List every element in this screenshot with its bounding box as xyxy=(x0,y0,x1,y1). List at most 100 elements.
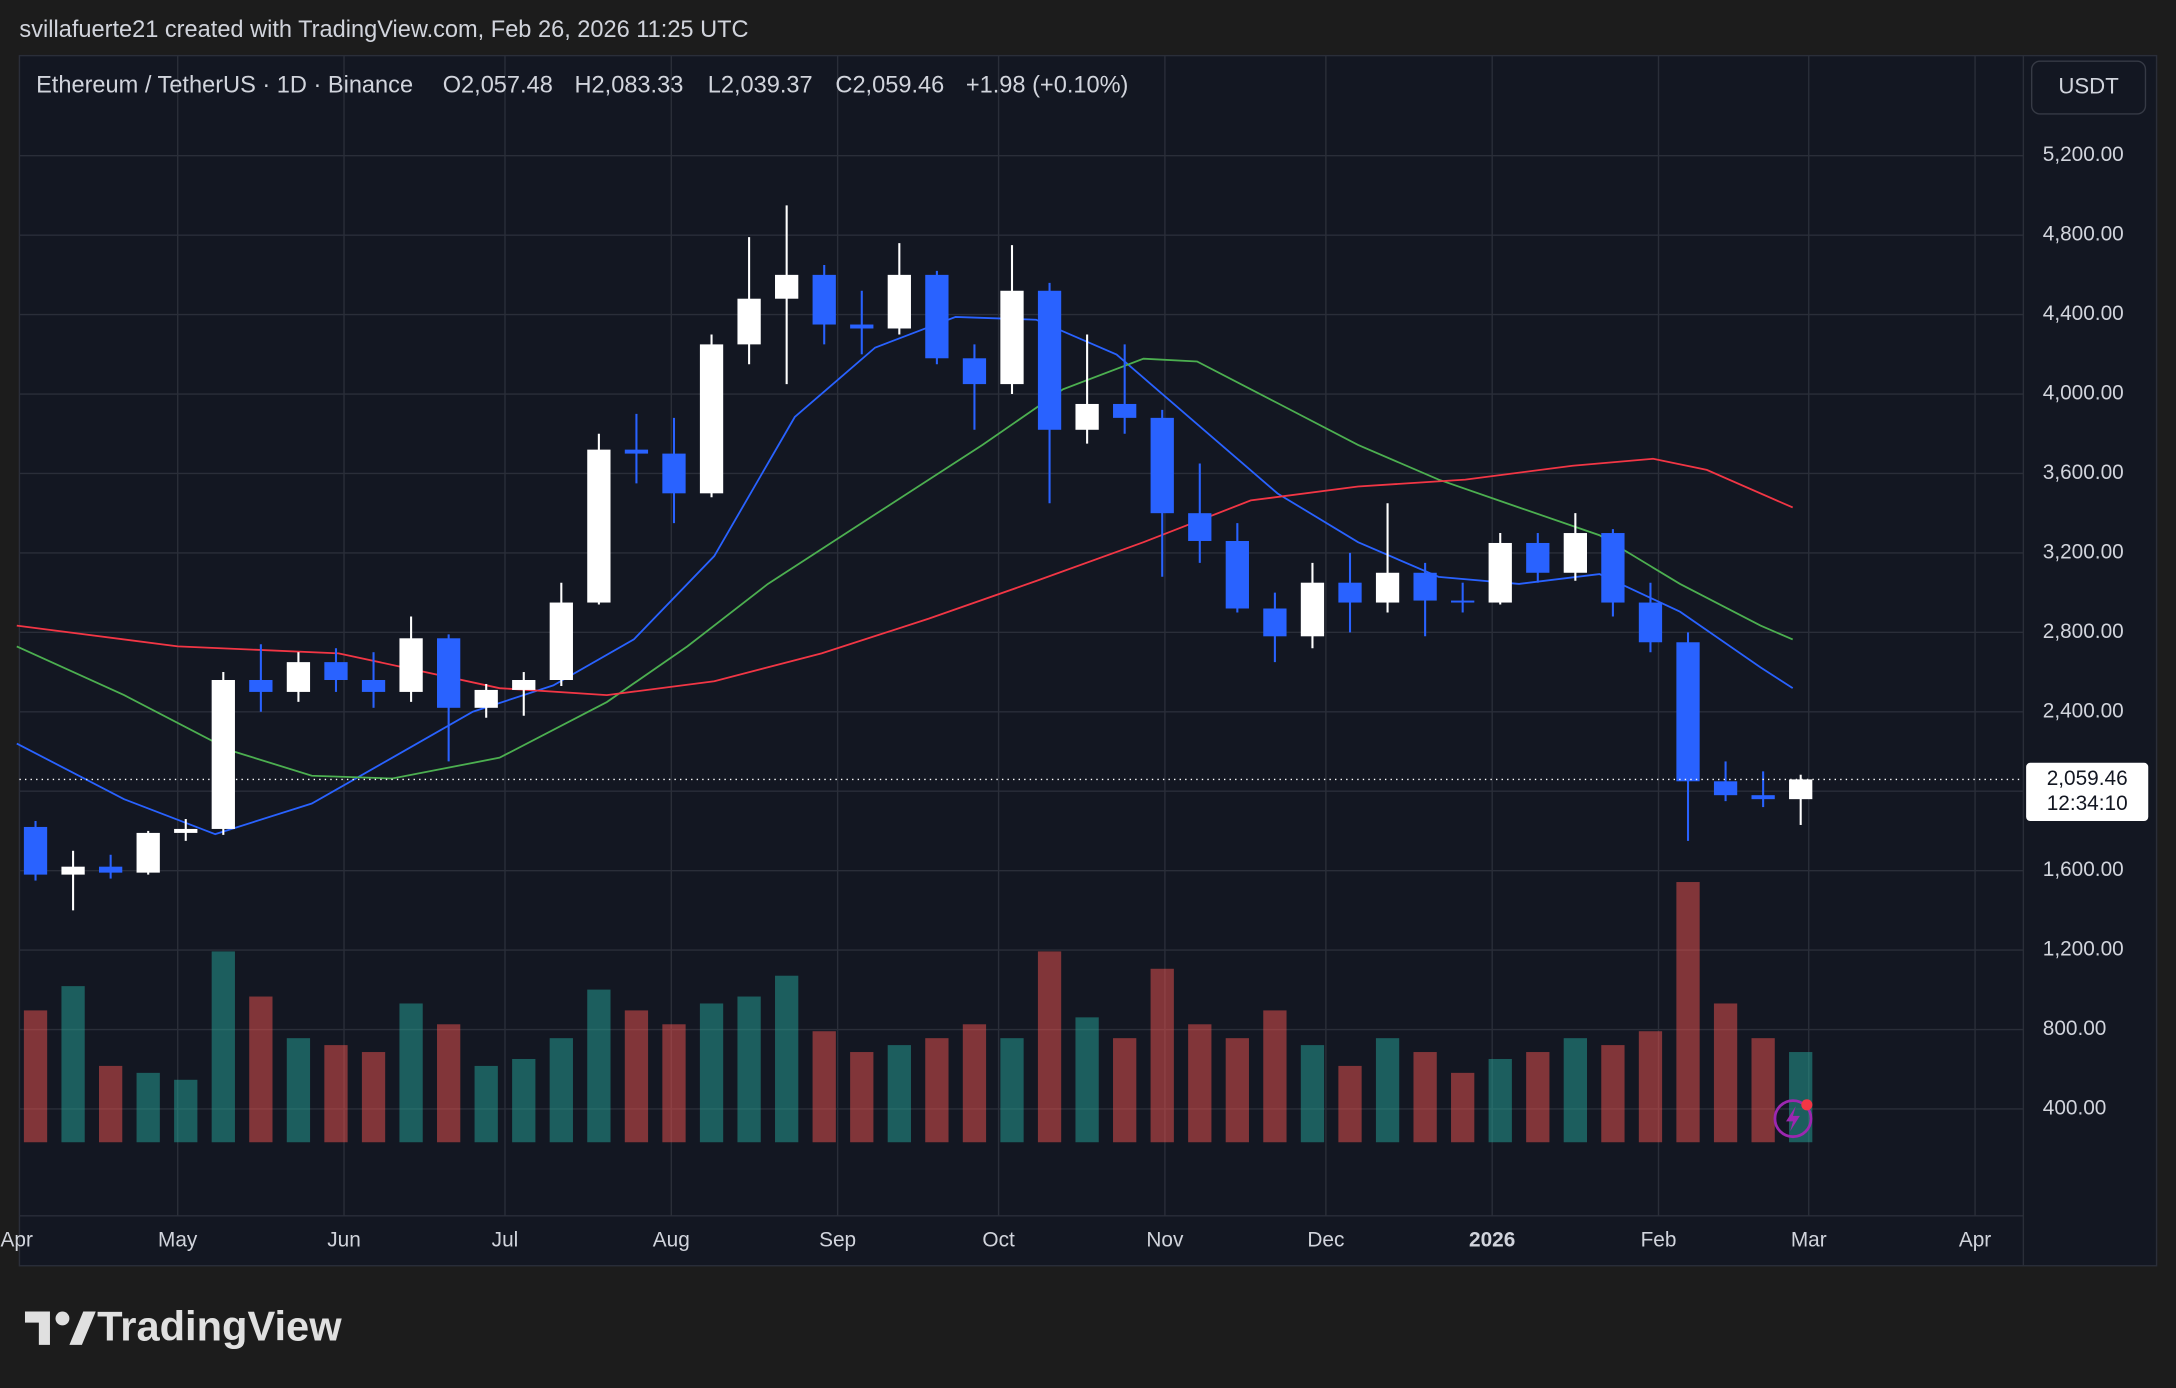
x-tick-label: Feb xyxy=(1641,1228,1677,1251)
volume-bar xyxy=(136,1072,160,1143)
volume-bar xyxy=(1225,1038,1249,1143)
candle-body xyxy=(1676,642,1700,782)
y-tick-label: 4,000.00 xyxy=(2043,382,2124,405)
volume-bar xyxy=(850,1052,874,1143)
currency-label[interactable]: USDT xyxy=(2058,73,2119,98)
candle-body xyxy=(1563,533,1587,573)
candle-body xyxy=(1713,781,1738,796)
volume-bar xyxy=(1000,1038,1024,1143)
volume-bar xyxy=(211,951,235,1143)
candle-body xyxy=(1375,572,1400,603)
x-tick-label: Mar xyxy=(1791,1228,1827,1251)
x-tick-label: Dec xyxy=(1307,1228,1344,1251)
candle-body xyxy=(249,679,273,692)
volume-layer xyxy=(23,882,1813,1143)
alert-dot[interactable] xyxy=(1801,1099,1813,1111)
countdown-label: 12:34:10 xyxy=(2047,792,2128,815)
candle-body xyxy=(136,832,160,873)
last-price-box xyxy=(2026,762,2149,822)
x-tick-label: Nov xyxy=(1146,1228,1184,1251)
volume-bar xyxy=(1188,1024,1212,1143)
brand-name: TradingView xyxy=(97,1303,342,1350)
candle-body xyxy=(324,662,348,680)
volume-bar xyxy=(1300,1045,1325,1143)
volume-bar xyxy=(1263,1010,1287,1143)
y-tick-label: 800.00 xyxy=(2043,1017,2107,1040)
volume-bar xyxy=(1638,1031,1663,1143)
candle-body xyxy=(1601,533,1625,603)
candle-body xyxy=(549,602,573,680)
candle-body xyxy=(1037,290,1062,430)
brand-logo: TradingView xyxy=(24,1303,342,1350)
moving-average-line xyxy=(16,316,1794,836)
candle-body xyxy=(1526,542,1550,573)
volume-bar xyxy=(512,1058,536,1143)
logo-mark xyxy=(24,1311,50,1345)
candle-body xyxy=(1075,403,1099,430)
volume-bar xyxy=(699,1003,724,1143)
volume-bar xyxy=(1451,1072,1475,1143)
volume-bar xyxy=(249,996,273,1143)
alert-icon[interactable] xyxy=(1773,1099,1813,1139)
volume-bar xyxy=(1113,1038,1137,1143)
volume-bar xyxy=(61,986,85,1143)
alert-bolt[interactable] xyxy=(1786,1106,1800,1132)
candle-body xyxy=(1225,540,1249,609)
candle-body xyxy=(98,866,123,873)
y-tick-label: 4,800.00 xyxy=(2043,223,2124,246)
x-tick-label: 2026 xyxy=(1469,1228,1515,1251)
candle-body xyxy=(1188,513,1212,541)
currency-button[interactable] xyxy=(2030,60,2147,115)
x-tick-label: Jul xyxy=(492,1228,519,1251)
candle-body xyxy=(286,662,311,692)
legend-change: +1.98 (+0.10%) xyxy=(966,71,1129,97)
y-tick-label: 3,600.00 xyxy=(2043,461,2124,484)
candle-body xyxy=(887,274,911,329)
candle-body xyxy=(437,638,461,708)
candle-body xyxy=(1263,608,1287,637)
volume-bar xyxy=(324,1045,348,1143)
volume-bar xyxy=(1375,1038,1400,1143)
candle-body xyxy=(850,324,874,329)
y-tick-label: 5,200.00 xyxy=(2043,143,2124,166)
y-tick-label: 2,800.00 xyxy=(2043,620,2124,643)
volume-bar xyxy=(1488,1058,1512,1143)
candle-body xyxy=(1300,582,1325,637)
candle-body xyxy=(211,679,235,829)
candle-body xyxy=(624,449,649,454)
candle-body xyxy=(1150,417,1174,514)
x-tick-label: Apr xyxy=(1959,1228,1991,1251)
legend-close: C2,059.46 xyxy=(835,71,944,97)
candle-body xyxy=(361,679,386,692)
candle-body xyxy=(1789,779,1813,800)
candle-body xyxy=(1751,795,1775,800)
volume-bar xyxy=(1413,1052,1437,1143)
volume-bar xyxy=(1150,968,1174,1143)
candle-body xyxy=(1451,600,1475,603)
alert-ring[interactable] xyxy=(1773,1099,1813,1139)
last-price-label: 2,059.46 xyxy=(2047,767,2128,790)
y-tick-label: 1,600.00 xyxy=(2043,858,2124,881)
candle-body xyxy=(925,274,949,359)
y-tick-label: 4,400.00 xyxy=(2043,302,2124,325)
volume-bar xyxy=(286,1038,311,1143)
volume-bar xyxy=(23,1010,48,1143)
candle-body xyxy=(23,826,48,875)
volume-bar xyxy=(1338,1065,1362,1143)
candle-body xyxy=(1638,602,1663,643)
candle-body xyxy=(474,689,498,708)
candle-body xyxy=(812,274,836,325)
volume-bar xyxy=(361,1052,386,1143)
volume-bar xyxy=(775,975,799,1143)
candle-body xyxy=(61,866,85,875)
axes: 400.00800.001,200.001,600.002,000.002,40… xyxy=(1,143,2149,1251)
y-tick-label: 1,200.00 xyxy=(2043,938,2124,961)
volume-bar xyxy=(962,1024,987,1143)
volume-bar xyxy=(737,996,761,1143)
volume-bar xyxy=(474,1065,498,1143)
candle-body xyxy=(1000,290,1024,385)
legend-high: H2,083.33 xyxy=(575,71,684,97)
volume-bar xyxy=(925,1038,949,1143)
volume-bar xyxy=(1713,1003,1738,1143)
